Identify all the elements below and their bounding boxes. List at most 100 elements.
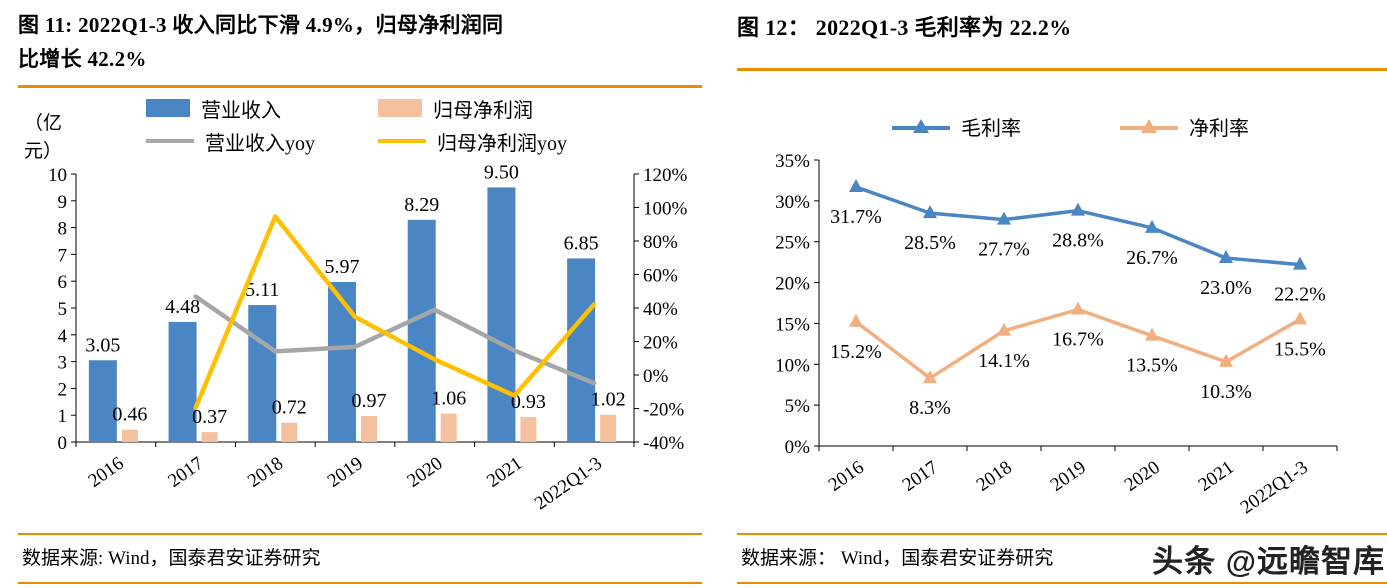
svg-text:14.1%: 14.1%: [978, 349, 1030, 371]
svg-text:120%: 120%: [643, 165, 688, 186]
revenue-legend-label: 营业收入: [201, 99, 281, 122]
svg-text:31.7%: 31.7%: [830, 206, 882, 228]
svg-text:25%: 25%: [775, 232, 810, 253]
svg-text:28.5%: 28.5%: [904, 232, 956, 254]
svg-text:15.5%: 15.5%: [1274, 338, 1326, 360]
figure-12-source-rule-bottom: [737, 582, 1387, 584]
svg-text:3.05: 3.05: [85, 334, 120, 356]
svg-text:2018: 2018: [973, 457, 1016, 496]
legend-item-revenue-yoy: 营业收入yoy: [146, 127, 378, 156]
figure-11-source: 数据来源: Wind，国泰君安证券研究: [22, 548, 321, 569]
svg-text:2020: 2020: [1121, 457, 1164, 496]
legend-row-bars: 营业收入 归母净利润: [18, 94, 702, 122]
net-profit-legend-label: 归母净利润: [433, 99, 533, 122]
svg-text:2021: 2021: [1195, 457, 1238, 496]
svg-text:13.5%: 13.5%: [1126, 354, 1178, 376]
svg-text:0.93: 0.93: [511, 391, 546, 413]
legend-item-gross-margin: 毛利率: [892, 112, 1120, 141]
svg-text:22.2%: 22.2%: [1274, 283, 1326, 305]
figure-11-title: 图 11: 2022Q1-3 收入同比下滑 4.9%，归母净利润同 比增长 42…: [18, 8, 702, 76]
legend-item-revenue: 营业收入: [146, 94, 378, 123]
svg-text:0: 0: [58, 433, 68, 454]
figure-12-source-rule-top: [737, 533, 1387, 535]
svg-text:4.48: 4.48: [165, 296, 200, 318]
figure-11-plot: 0 1 2 3 4 5 6 7 8 9 10 -40% -20% 0% 20% 40% 60% 80% 100% 12…: [48, 161, 688, 514]
figure-11-title-line2: 比增长 42.2%: [18, 47, 147, 72]
figure-11-source-rule-bottom: [18, 582, 702, 584]
svg-text:0.72: 0.72: [272, 397, 307, 419]
figure-12-legend: 毛利率 净利率: [737, 113, 1387, 141]
svg-text:2016: 2016: [825, 457, 868, 496]
watermark: 头条 @远瞻智库: [1146, 536, 1385, 581]
svg-text:2017: 2017: [164, 453, 207, 492]
figure-11-source-rule-top: [18, 533, 702, 535]
svg-text:28.8%: 28.8%: [1052, 229, 1104, 251]
svg-text:2017: 2017: [899, 457, 942, 496]
svg-text:7: 7: [58, 245, 68, 266]
gross-margin-markers: 31.7% 28.5% 27.7% 28.8% 26.7% 23.0% 22.2%: [830, 178, 1326, 305]
svg-text:2022Q1-3: 2022Q1-3: [531, 453, 606, 514]
svg-text:5%: 5%: [785, 396, 811, 417]
legend-row-rates: 毛利率 净利率: [737, 113, 1387, 141]
figure-12-title-rule: [737, 67, 1387, 71]
net-profit-yoy-legend-label: 归母净利润yoy: [437, 132, 567, 155]
triangle-marker-icon: [1141, 118, 1157, 133]
svg-text:8.3%: 8.3%: [909, 397, 951, 419]
figure-11-panel: 图 11: 2022Q1-3 收入同比下滑 4.9%，归母净利润同 比增长 42…: [18, 8, 702, 586]
svg-text:1.06: 1.06: [431, 388, 466, 410]
unit-line-1: （亿: [24, 113, 63, 135]
svg-text:0.37: 0.37: [192, 406, 227, 428]
svg-text:2019: 2019: [1047, 457, 1090, 496]
figure-11-legend: 营业收入 归母净利润 营业收入yoy 归母净利润yoy: [18, 94, 702, 155]
net-margin-line-swatch: [1120, 118, 1178, 135]
svg-text:2020: 2020: [403, 453, 446, 492]
svg-text:2018: 2018: [244, 453, 287, 492]
svg-text:30%: 30%: [775, 191, 810, 212]
svg-text:16.7%: 16.7%: [1052, 328, 1104, 350]
net-profit-yoy-line: [193, 214, 597, 411]
left-axis-ticks: 0 1 2 3 4 5 6 7 8 9 10: [48, 165, 76, 454]
svg-text:8: 8: [58, 219, 68, 240]
figure-12-plot: 0%5%10%15%20%25%30%35%2016 2017 2018 2019 20…: [775, 151, 1338, 518]
svg-text:100%: 100%: [643, 199, 688, 220]
svg-text:27.7%: 27.7%: [978, 238, 1030, 260]
svg-text:0.97: 0.97: [352, 390, 387, 412]
svg-text:15.2%: 15.2%: [830, 340, 882, 362]
svg-text:2019: 2019: [324, 453, 367, 492]
gross-margin-line-swatch: [892, 118, 950, 135]
y-axis-ticks: 0% 5% 10% 15% 20% 25% 30% 35%: [775, 151, 819, 458]
svg-text:2016: 2016: [85, 453, 128, 492]
left-axis-unit-label: （亿 元）: [24, 110, 62, 165]
figure-12-source: 数据来源： Wind，国泰君安证券研究: [741, 548, 1054, 569]
svg-text:80%: 80%: [643, 232, 678, 253]
svg-text:6: 6: [58, 272, 68, 293]
figure-11-title-line1: 图 11: 2022Q1-3 收入同比下滑 4.9%，归母净利润同: [18, 13, 504, 37]
svg-text:10: 10: [48, 165, 67, 186]
svg-text:10.3%: 10.3%: [1200, 380, 1252, 402]
revenue-yoy-legend-label: 营业收入yoy: [205, 132, 315, 155]
svg-text:1.02: 1.02: [591, 389, 626, 411]
svg-text:5.97: 5.97: [325, 256, 360, 278]
svg-text:9.50: 9.50: [484, 161, 519, 183]
svg-text:6.85: 6.85: [564, 232, 599, 254]
svg-text:2: 2: [58, 379, 68, 400]
svg-text:5: 5: [58, 299, 68, 320]
figure-12-title: 图 12： 2022Q1-3 毛利率为 22.2%: [737, 10, 1387, 46]
svg-text:5.11: 5.11: [245, 279, 279, 301]
figure-11-title-rule: [18, 85, 702, 89]
figure-11-chart-area: （亿 元） 营业收入 归母净利润 营业收入yoy: [18, 94, 702, 518]
svg-text:-20%: -20%: [643, 400, 684, 421]
revenue-bars: 3.05 4.48 5.11 5.97 8.29 9.50 6.85: [85, 161, 599, 443]
svg-text:-40%: -40%: [643, 433, 684, 454]
net-margin-markers: 15.2% 8.3% 14.1% 16.7% 13.5% 10.3% 15.5%: [830, 301, 1326, 419]
svg-text:23.0%: 23.0%: [1200, 277, 1252, 299]
gross-margin-legend-label: 毛利率: [961, 118, 1021, 141]
svg-text:0%: 0%: [643, 366, 669, 387]
net-profit-bar-swatch: [378, 99, 422, 118]
svg-text:35%: 35%: [775, 151, 810, 172]
svg-text:9: 9: [58, 192, 68, 213]
right-axis-ticks: -40% -20% 0% 20% 40% 60% 80% 100% 120%: [634, 165, 688, 454]
triangle-marker-icon: [913, 118, 929, 133]
net-profit-bars: 0.46 0.37 0.72 0.97 1.06 0.93 1.02: [112, 388, 626, 443]
